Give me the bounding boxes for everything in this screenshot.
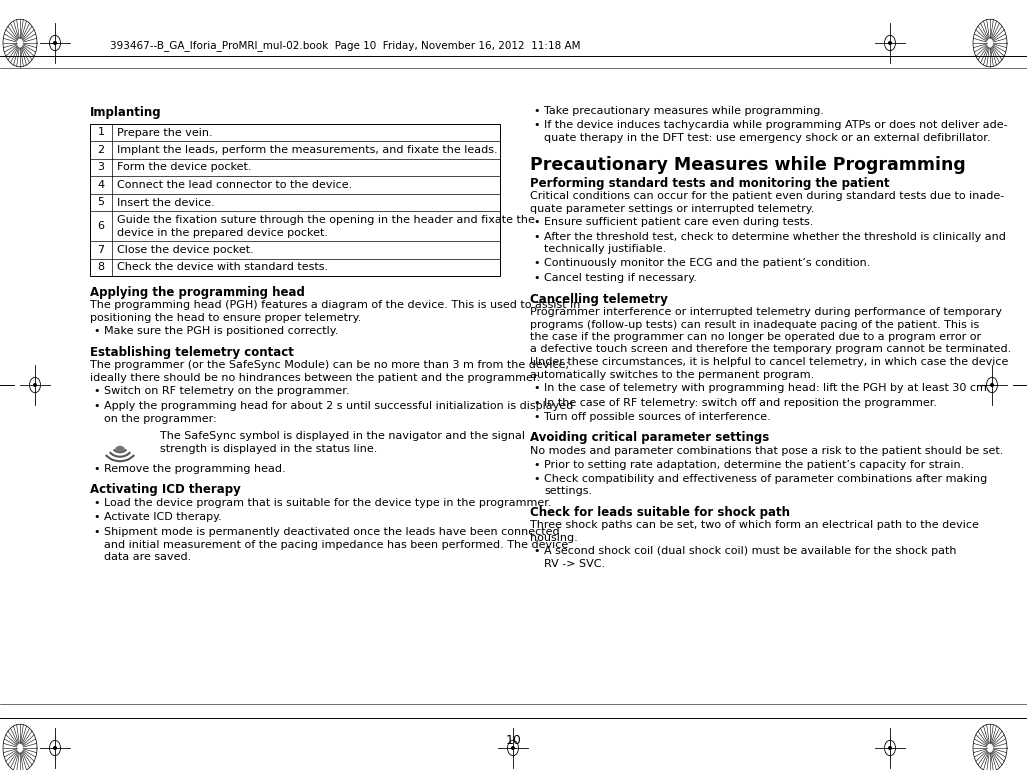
Text: Load the device program that is suitable for the device type in the programmer.: Load the device program that is suitable… xyxy=(104,498,551,508)
Text: 7: 7 xyxy=(98,245,105,255)
Circle shape xyxy=(511,747,515,749)
Text: Precautionary Measures while Programming: Precautionary Measures while Programming xyxy=(530,156,965,173)
Circle shape xyxy=(53,42,56,45)
Text: •: • xyxy=(93,401,100,411)
Text: •: • xyxy=(93,387,100,397)
Text: •: • xyxy=(533,547,539,557)
Text: Activating ICD therapy: Activating ICD therapy xyxy=(90,484,240,497)
Text: 393467--B_GA_Iforia_ProMRI_mul-02.book  Page 10  Friday, November 16, 2012  11:1: 393467--B_GA_Iforia_ProMRI_mul-02.book P… xyxy=(110,41,580,52)
Text: •: • xyxy=(533,120,539,130)
Text: After the threshold test, check to determine whether the threshold is clinically: After the threshold test, check to deter… xyxy=(544,232,1005,242)
Text: automatically switches to the permanent program.: automatically switches to the permanent … xyxy=(530,370,814,380)
Text: Switch on RF telemetry on the programmer.: Switch on RF telemetry on the programmer… xyxy=(104,387,349,397)
Text: 5: 5 xyxy=(98,197,105,207)
Text: The programmer (or the SafeSync Module) can be no more than 3 m from the device;: The programmer (or the SafeSync Module) … xyxy=(90,360,569,370)
Text: strength is displayed in the status line.: strength is displayed in the status line… xyxy=(160,444,377,454)
Circle shape xyxy=(53,747,56,749)
Text: Three shock paths can be set, two of which form an electrical path to the device: Three shock paths can be set, two of whi… xyxy=(530,521,979,531)
Text: RV -> SVC.: RV -> SVC. xyxy=(544,559,605,569)
Circle shape xyxy=(888,747,891,749)
Text: Prepare the vein.: Prepare the vein. xyxy=(117,128,213,138)
Text: Implanting: Implanting xyxy=(90,106,161,119)
Text: Programmer interference or interrupted telemetry during performance of temporary: Programmer interference or interrupted t… xyxy=(530,307,1002,317)
Text: •: • xyxy=(93,326,100,336)
Text: data are saved.: data are saved. xyxy=(104,552,191,562)
Text: •: • xyxy=(533,383,539,393)
Text: 10: 10 xyxy=(505,734,522,746)
Text: Avoiding critical parameter settings: Avoiding critical parameter settings xyxy=(530,431,769,444)
Text: Guide the fixation suture through the opening in the header and fixate the: Guide the fixation suture through the op… xyxy=(117,215,535,225)
Text: •: • xyxy=(93,464,100,474)
Text: and initial measurement of the pacing impedance has been performed. The device: and initial measurement of the pacing im… xyxy=(104,540,568,550)
Text: a defective touch screen and therefore the temporary program cannot be terminate: a defective touch screen and therefore t… xyxy=(530,344,1012,354)
Text: Under these circumstances, it is helpful to cancel telemetry, in which case the : Under these circumstances, it is helpful… xyxy=(530,357,1009,367)
Circle shape xyxy=(34,383,36,387)
Text: 2: 2 xyxy=(98,145,105,155)
Text: •: • xyxy=(93,513,100,523)
Text: •: • xyxy=(533,259,539,269)
Text: Insert the device.: Insert the device. xyxy=(117,197,215,207)
Text: programs (follow-up tests) can result in inadequate pacing of the patient. This : programs (follow-up tests) can result in… xyxy=(530,320,980,330)
Text: Make sure the PGH is positioned correctly.: Make sure the PGH is positioned correctl… xyxy=(104,326,338,336)
Text: If the device induces tachycardia while programming ATPs or does not deliver ade: If the device induces tachycardia while … xyxy=(544,120,1007,130)
Text: The programming head (PGH) features a diagram of the device. This is used to ass: The programming head (PGH) features a di… xyxy=(90,300,580,310)
Text: In the case of telemetry with programming head: lift the PGH by at least 30 cm.: In the case of telemetry with programmin… xyxy=(544,383,990,393)
Text: settings.: settings. xyxy=(544,487,593,497)
Text: quate therapy in the DFT test: use emergency shock or an external defibrillator.: quate therapy in the DFT test: use emerg… xyxy=(544,133,990,143)
Text: 6: 6 xyxy=(98,221,105,231)
Text: •: • xyxy=(533,412,539,422)
Text: housing.: housing. xyxy=(530,533,578,543)
Text: 8: 8 xyxy=(98,263,105,273)
Text: positioning the head to ensure proper telemetry.: positioning the head to ensure proper te… xyxy=(90,313,362,323)
Text: Check the device with standard tests.: Check the device with standard tests. xyxy=(117,263,328,273)
Text: Cancel testing if necessary.: Cancel testing if necessary. xyxy=(544,273,697,283)
Text: Turn off possible sources of interference.: Turn off possible sources of interferenc… xyxy=(544,412,770,422)
Text: Apply the programming head for about 2 s until successful initialization is disp: Apply the programming head for about 2 s… xyxy=(104,401,573,411)
Text: Performing standard tests and monitoring the patient: Performing standard tests and monitoring… xyxy=(530,176,889,189)
Text: •: • xyxy=(93,498,100,508)
Text: No modes and parameter combinations that pose a risk to the patient should be se: No modes and parameter combinations that… xyxy=(530,446,1003,456)
Text: device in the prepared device pocket.: device in the prepared device pocket. xyxy=(117,227,328,237)
Text: technically justifiable.: technically justifiable. xyxy=(544,244,667,254)
Text: quate parameter settings or interrupted telemetry.: quate parameter settings or interrupted … xyxy=(530,203,814,213)
Circle shape xyxy=(888,42,891,45)
Text: Prior to setting rate adaptation, determine the patient’s capacity for strain.: Prior to setting rate adaptation, determ… xyxy=(544,460,964,470)
Text: on the programmer:: on the programmer: xyxy=(104,413,217,424)
Text: 4: 4 xyxy=(98,179,105,189)
Bar xyxy=(90,123,500,276)
Text: Continuously monitor the ECG and the patient’s condition.: Continuously monitor the ECG and the pat… xyxy=(544,259,870,269)
Text: •: • xyxy=(533,217,539,227)
Text: Connect the lead connector to the device.: Connect the lead connector to the device… xyxy=(117,180,352,190)
Text: 3: 3 xyxy=(98,162,105,172)
Text: The SafeSync symbol is displayed in the navigator and the signal: The SafeSync symbol is displayed in the … xyxy=(160,431,525,441)
Text: •: • xyxy=(533,397,539,407)
Text: •: • xyxy=(93,527,100,537)
Text: Close the device pocket.: Close the device pocket. xyxy=(117,245,254,255)
Text: A second shock coil (dual shock coil) must be available for the shock path: A second shock coil (dual shock coil) mu… xyxy=(544,547,956,557)
Text: Establishing telemetry contact: Establishing telemetry contact xyxy=(90,346,294,359)
Text: Critical conditions can occur for the patient even during standard tests due to : Critical conditions can occur for the pa… xyxy=(530,191,1004,201)
Text: •: • xyxy=(533,232,539,242)
Text: Implant the leads, perform the measurements, and fixate the leads.: Implant the leads, perform the measureme… xyxy=(117,145,498,155)
Text: Remove the programming head.: Remove the programming head. xyxy=(104,464,286,474)
Text: In the case of RF telemetry: switch off and reposition the programmer.: In the case of RF telemetry: switch off … xyxy=(544,397,937,407)
Text: Take precautionary measures while programming.: Take precautionary measures while progra… xyxy=(544,106,824,116)
Text: 1: 1 xyxy=(98,127,105,137)
Text: ideally there should be no hindrances between the patient and the programmer.: ideally there should be no hindrances be… xyxy=(90,373,540,383)
Text: Ensure sufficient patient care even during tests.: Ensure sufficient patient care even duri… xyxy=(544,217,813,227)
Text: the case if the programmer can no longer be operated due to a program error or: the case if the programmer can no longer… xyxy=(530,332,981,342)
Text: Check compatibility and effectiveness of parameter combinations after making: Check compatibility and effectiveness of… xyxy=(544,474,987,484)
Text: Check for leads suitable for shock path: Check for leads suitable for shock path xyxy=(530,506,790,519)
Text: •: • xyxy=(533,106,539,116)
Text: •: • xyxy=(533,460,539,470)
Text: Cancelling telemetry: Cancelling telemetry xyxy=(530,293,668,306)
Ellipse shape xyxy=(116,447,124,451)
Text: Activate ICD therapy.: Activate ICD therapy. xyxy=(104,513,222,523)
Text: •: • xyxy=(533,273,539,283)
Text: Shipment mode is permanently deactivated once the leads have been connected: Shipment mode is permanently deactivated… xyxy=(104,527,560,537)
Text: Form the device pocket.: Form the device pocket. xyxy=(117,162,252,172)
Text: Applying the programming head: Applying the programming head xyxy=(90,286,305,299)
Circle shape xyxy=(991,383,993,387)
Text: •: • xyxy=(533,474,539,484)
